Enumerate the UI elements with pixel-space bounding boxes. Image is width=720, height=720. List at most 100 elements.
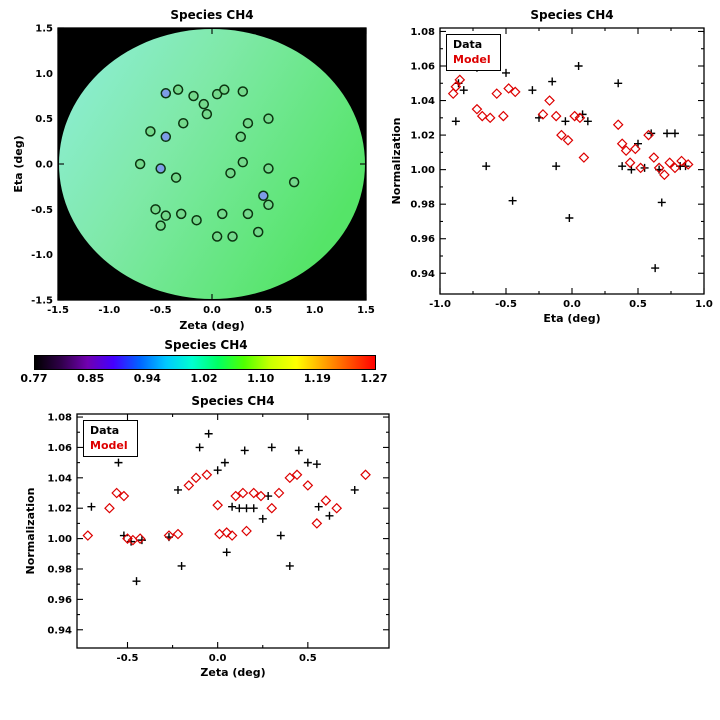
map-data-point (225, 167, 236, 179)
data-point-plus (228, 502, 237, 511)
model-point-diamond (454, 74, 466, 86)
model-point-diamond (111, 487, 123, 499)
map-data-point (178, 117, 189, 129)
model-point-diamond (212, 499, 224, 511)
axes-frame (76, 413, 390, 649)
data-point-plus (574, 62, 583, 70)
map-data-point (237, 156, 249, 168)
data-point-plus (614, 79, 623, 88)
map-data-point (191, 214, 202, 226)
legend: Data Model (446, 34, 501, 71)
map-data-point (258, 190, 269, 201)
zeta-plot-canvas: -0.5 0.0 0.5 0.94 0.96 0.98 1.00 1.02 1.04 1.06 1.… (47, 413, 390, 664)
data-point-plus (651, 264, 660, 273)
map-data-point (172, 84, 184, 95)
data-point-plus (258, 514, 267, 523)
legend-model-label: Model (90, 439, 128, 452)
map-data-point (242, 208, 254, 220)
model-point-diamond (574, 112, 586, 124)
y-tick-label: 0.94 (47, 625, 72, 636)
map-yaxis-label: Eta (deg) (12, 135, 25, 193)
colorbar (34, 355, 376, 370)
x-tick-label: 1.0 (306, 305, 324, 316)
data-point-plus (235, 504, 244, 513)
map-data-point (188, 90, 199, 102)
data-point-plus (670, 129, 679, 138)
data-point-plus (294, 446, 303, 455)
model-point-diamond (682, 159, 694, 170)
map-data-point (263, 113, 274, 124)
model-point-diamond (669, 162, 681, 174)
x-tick-label: 0.5 (254, 305, 272, 316)
data-point-plus (502, 68, 510, 77)
model-point-diamond (163, 530, 175, 541)
model-point-diamond (311, 518, 323, 529)
model-point-diamond (659, 169, 670, 181)
data-point-plus (137, 536, 146, 545)
data-point-plus (173, 485, 182, 494)
eta-scatter-panel: -1.0 -0.5 0.0 0.5 1.0 0.94 0.96 0.98 1.00 1.02 1.0… (388, 6, 718, 340)
model-point-diamond (544, 95, 555, 106)
model-point-diamond (447, 88, 459, 99)
zeta-plot-title: Species CH4 (191, 394, 275, 408)
data-point-plus (132, 577, 141, 586)
data-point-plus (177, 561, 186, 570)
map-data-point (227, 231, 238, 242)
y-tick-label: 1.02 (47, 504, 72, 515)
y-tick-label: 1.04 (47, 473, 72, 484)
model-point-diamond (550, 110, 562, 122)
model-point-diamond (82, 530, 94, 541)
data-point-plus (303, 458, 312, 467)
map-data-point (242, 117, 254, 129)
y-tick-label: -1.5 (31, 296, 53, 307)
map-data-point (235, 131, 246, 143)
x-tick-label: -1.5 (47, 305, 69, 316)
colorbar-tick-label: 0.85 (77, 372, 105, 385)
legend-model-label: Model (453, 53, 491, 66)
x-tick-label: -0.5 (150, 305, 172, 316)
x-tick-label: 0.0 (203, 305, 221, 316)
model-point-diamond (664, 157, 676, 169)
model-point-diamond (302, 480, 314, 491)
model-point-diamond (624, 157, 636, 169)
y-tick-label: 0.94 (410, 269, 435, 280)
data-point-plus (114, 458, 123, 467)
data-point-plus (222, 548, 231, 557)
data-point-plus (618, 162, 627, 171)
data-point-plus (285, 561, 294, 570)
model-point-diamond (284, 472, 296, 484)
colorbar-tick-label: 1.10 (247, 372, 275, 385)
model-point-diamond (255, 490, 267, 502)
y-tick-label: 0.98 (47, 564, 72, 575)
y-tick-label: -0.5 (31, 205, 53, 216)
map-data-point (219, 84, 230, 95)
y-tick-label: 0.96 (410, 234, 435, 245)
x-tick-label: -0.5 (117, 653, 139, 664)
model-point-diamond (237, 487, 249, 499)
model-point-diamond (190, 472, 202, 484)
x-tick-label: 1.5 (357, 305, 375, 316)
model-point-diamond (360, 469, 371, 481)
model-point-diamond (630, 143, 641, 155)
map-panel: -1.5 -1.0 -0.5 0.0 0.5 1.0 1.5 -1.5 -1.0 -0.5 0.0 0… (8, 6, 380, 340)
map-data-point (150, 204, 161, 215)
x-tick-label: 0.0 (563, 299, 581, 310)
model-point-diamond (676, 155, 687, 167)
eta-yaxis-label: Normalization (390, 117, 403, 205)
data-point-plus (657, 198, 666, 207)
model-point-diamond (612, 119, 624, 131)
model-point-diamond (201, 469, 213, 481)
colorbar-tick-label: 0.94 (133, 372, 161, 385)
x-tick-label: -1.0 (98, 305, 120, 316)
x-tick-label: -0.5 (495, 299, 517, 310)
model-point-diamond (569, 110, 580, 122)
model-point-diamond (230, 490, 242, 502)
data-point-plus (561, 117, 570, 126)
data-point-plus (663, 129, 672, 138)
map-data-point (175, 208, 187, 220)
model-point-diamond (509, 86, 521, 98)
data-point-plus (220, 458, 229, 467)
data-point-plus (482, 162, 491, 171)
map-data-point (198, 98, 210, 110)
